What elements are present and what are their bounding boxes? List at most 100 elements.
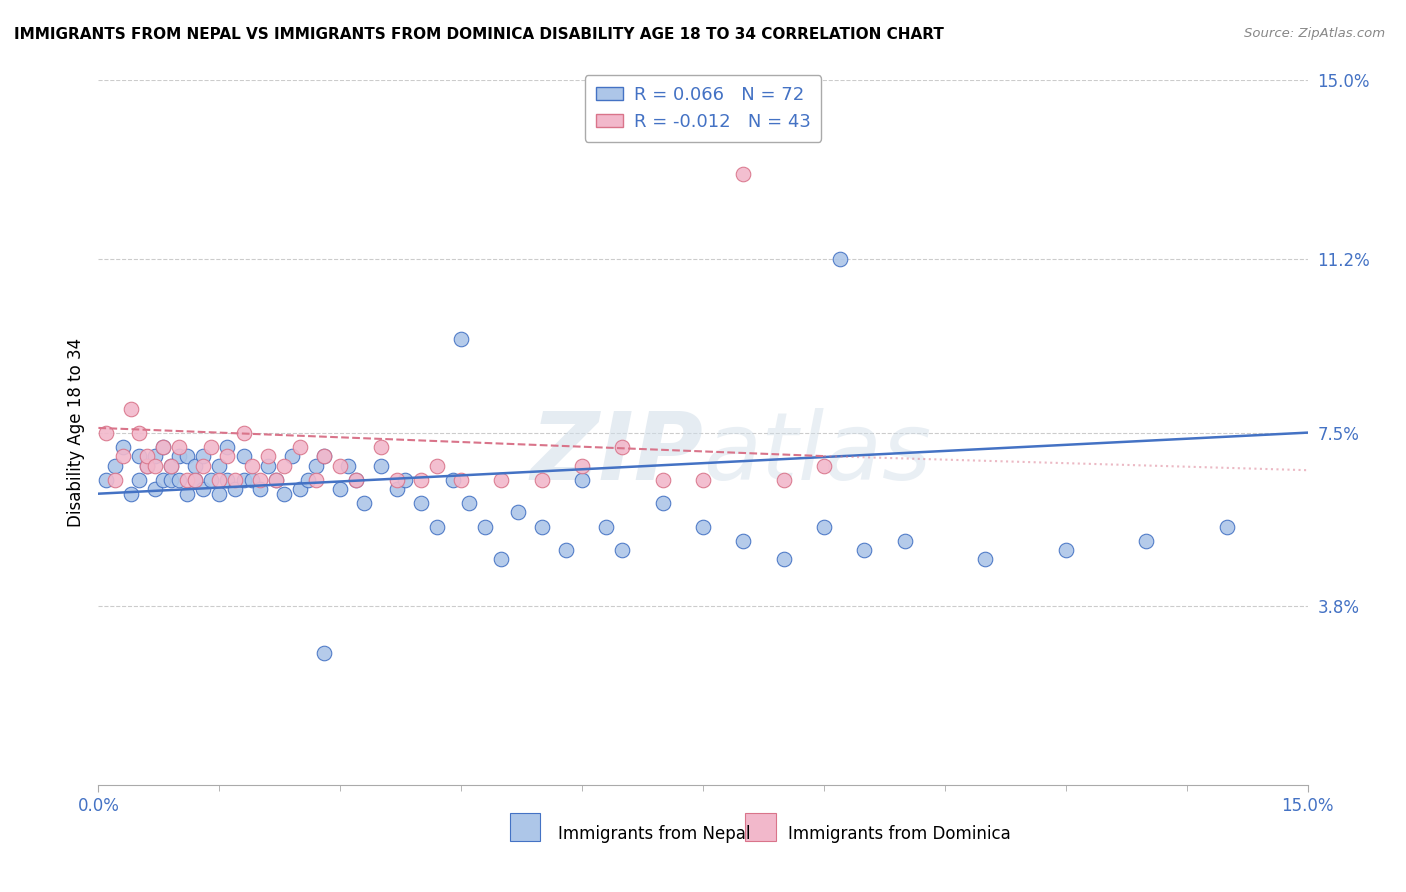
Point [506, 506, 529, 520]
Point [232, 425, 254, 440]
Point [288, 440, 311, 454]
Point [281, 449, 304, 463]
Point [103, 473, 125, 487]
Point [409, 473, 432, 487]
Point [288, 482, 311, 496]
Point [344, 473, 367, 487]
Point [474, 519, 496, 533]
Point [249, 473, 271, 487]
Point [184, 473, 207, 487]
Text: atlas: atlas [703, 409, 931, 500]
Point [530, 473, 553, 487]
Point [491, 552, 513, 566]
Point [772, 473, 794, 487]
Legend: R = 0.066   N = 72, R = -0.012   N = 43: R = 0.066 N = 72, R = -0.012 N = 43 [585, 75, 821, 142]
Text: Immigrants from Nepal: Immigrants from Nepal [558, 825, 751, 843]
Point [152, 440, 174, 454]
Point [828, 252, 851, 266]
Point [217, 440, 239, 454]
Point [612, 543, 634, 558]
Point [1216, 519, 1239, 533]
Point [111, 440, 134, 454]
Point [143, 482, 166, 496]
Point [217, 473, 239, 487]
Point [143, 458, 166, 473]
Point [160, 458, 183, 473]
Point [813, 458, 835, 473]
Point [152, 440, 174, 454]
Point [370, 458, 392, 473]
Point [143, 449, 166, 463]
Point [441, 473, 464, 487]
Point [733, 533, 755, 548]
Point [193, 449, 215, 463]
Point [450, 473, 472, 487]
Point [208, 486, 231, 500]
Point [813, 519, 835, 533]
Text: ZIP: ZIP [530, 408, 703, 500]
Point [128, 449, 150, 463]
Point [128, 473, 150, 487]
Point [264, 473, 287, 487]
Point [651, 473, 673, 487]
Point [692, 519, 714, 533]
Point [167, 473, 190, 487]
Text: Source: ZipAtlas.com: Source: ZipAtlas.com [1244, 27, 1385, 40]
Point [111, 449, 134, 463]
Point [256, 458, 278, 473]
Point [160, 473, 183, 487]
Point [224, 482, 246, 496]
Point [314, 449, 336, 463]
Point [1135, 533, 1157, 548]
Point [314, 449, 336, 463]
Point [152, 473, 174, 487]
Point [96, 425, 118, 440]
Point [344, 473, 367, 487]
Point [264, 473, 287, 487]
Point [96, 473, 118, 487]
Point [329, 458, 352, 473]
Point [385, 473, 408, 487]
Point [160, 458, 183, 473]
Point [651, 496, 673, 510]
Point [571, 458, 593, 473]
Point [595, 519, 617, 533]
Y-axis label: Disability Age 18 to 34: Disability Age 18 to 34 [66, 338, 84, 527]
Point [273, 458, 295, 473]
Bar [745, 814, 776, 841]
Point [571, 473, 593, 487]
Point [394, 473, 416, 487]
Point [353, 496, 375, 510]
Point [224, 473, 246, 487]
Point [103, 458, 125, 473]
Point [772, 552, 794, 566]
Point [176, 486, 198, 500]
Text: Immigrants from Dominica: Immigrants from Dominica [787, 825, 1011, 843]
Point [337, 458, 360, 473]
Point [370, 440, 392, 454]
Point [200, 440, 222, 454]
Point [167, 449, 190, 463]
Point [193, 458, 215, 473]
Point [128, 425, 150, 440]
Point [176, 449, 198, 463]
Point [491, 473, 513, 487]
Point [208, 458, 231, 473]
Bar [509, 814, 540, 841]
Point [135, 449, 157, 463]
Point [692, 473, 714, 487]
Point [217, 449, 239, 463]
Text: IMMIGRANTS FROM NEPAL VS IMMIGRANTS FROM DOMINICA DISABILITY AGE 18 TO 34 CORREL: IMMIGRANTS FROM NEPAL VS IMMIGRANTS FROM… [14, 27, 943, 42]
Point [208, 473, 231, 487]
Point [853, 543, 876, 558]
Point [409, 496, 432, 510]
Point [974, 552, 997, 566]
Point [273, 486, 295, 500]
Point [329, 482, 352, 496]
Point [733, 167, 755, 181]
Point [232, 473, 254, 487]
Point [893, 533, 915, 548]
Point [1054, 543, 1077, 558]
Point [450, 332, 472, 346]
Point [458, 496, 481, 510]
